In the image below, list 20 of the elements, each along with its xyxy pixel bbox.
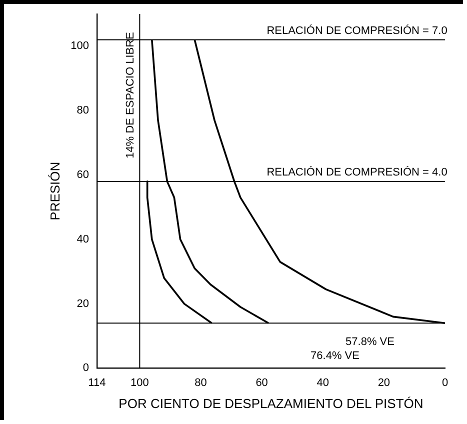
y-tick-label: 0 bbox=[82, 362, 89, 374]
y-tick-label: 60 bbox=[76, 169, 89, 182]
annotation: RELACIÓN DE COMPRESIÓN = 4.0 bbox=[266, 165, 448, 178]
x-tick-label: 100 bbox=[130, 376, 149, 389]
x-tick-label: 20 bbox=[378, 376, 390, 389]
ref-line-label: 14% DE ESPACIO LIBRE bbox=[124, 32, 137, 158]
x-tick-label: 80 bbox=[194, 376, 207, 389]
x-tick-label: 40 bbox=[316, 376, 330, 389]
y-axis-title: PRESIÓN bbox=[47, 162, 62, 220]
y-tick-label: 80 bbox=[76, 104, 89, 117]
annotation: RELACIÓN DE COMPRESIÓN = 7.0 bbox=[266, 24, 448, 37]
x-tick-label: 60 bbox=[256, 376, 268, 389]
annotation: 57.8% VE bbox=[346, 336, 394, 348]
y-tick-label: 40 bbox=[76, 233, 89, 246]
x-axis-title: POR CIENTO DE DESPLAZAMIENTO DEL PISTÓN bbox=[118, 396, 424, 411]
x-tick-label: 0 bbox=[442, 376, 448, 389]
annotation: 76.4% VE bbox=[310, 350, 360, 362]
y-tick-label: 100 bbox=[70, 40, 89, 52]
y-tick-label: 20 bbox=[76, 298, 89, 310]
x-tick-label: 114 bbox=[88, 376, 106, 389]
